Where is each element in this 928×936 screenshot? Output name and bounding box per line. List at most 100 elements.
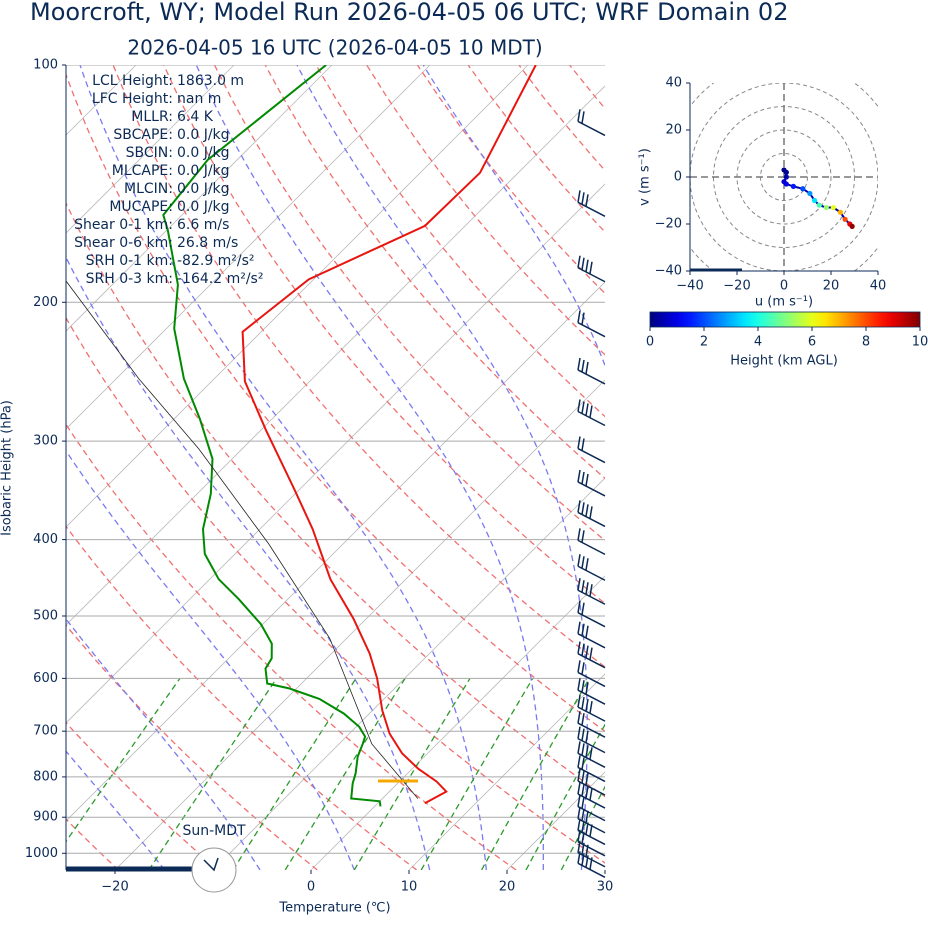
wind-barb bbox=[577, 711, 581, 724]
moist-adiabat bbox=[66, 750, 166, 870]
wind-barb bbox=[589, 584, 593, 597]
wind-barb bbox=[581, 312, 585, 325]
wind-barb bbox=[581, 623, 585, 636]
wind-barb bbox=[581, 820, 585, 833]
x-axis-label: u (m s⁻¹) bbox=[755, 295, 813, 310]
isotherm bbox=[66, 65, 529, 528]
wind-barb bbox=[581, 257, 585, 270]
hodograph-point bbox=[823, 204, 829, 211]
y-tick-label: 200 bbox=[33, 295, 58, 310]
dry-adiabat bbox=[112, 65, 605, 668]
wind-barb bbox=[581, 713, 585, 726]
wind-barb bbox=[577, 737, 606, 754]
wind-barb bbox=[589, 405, 593, 418]
stat-label: MLCIN: bbox=[124, 181, 173, 197]
clock-label: Sun-MDT bbox=[182, 823, 246, 839]
mixing-ratio-line bbox=[525, 723, 605, 870]
wind-barb bbox=[585, 582, 589, 595]
wind-barb bbox=[577, 357, 581, 371]
moist-adiabat bbox=[66, 255, 431, 870]
colorbar bbox=[649, 311, 921, 328]
wind-barb bbox=[589, 647, 593, 660]
x-tick-label: 0 bbox=[307, 880, 315, 895]
profile-line bbox=[162, 65, 382, 807]
wind-barb bbox=[577, 565, 606, 581]
wind-barb bbox=[577, 818, 581, 831]
moist-adiabat bbox=[79, 65, 487, 870]
wind-barb bbox=[585, 855, 589, 868]
wind-barb bbox=[581, 662, 585, 675]
moist-adiabat bbox=[296, 65, 588, 870]
wind-barb bbox=[585, 645, 589, 658]
hodograph-point bbox=[800, 186, 806, 192]
wind-barb bbox=[577, 768, 581, 782]
wind-barb bbox=[581, 696, 585, 710]
y-tick-label: 900 bbox=[33, 810, 58, 825]
wind-barb bbox=[577, 447, 606, 464]
moist-adiabat bbox=[66, 449, 355, 870]
wind-barb bbox=[577, 722, 606, 738]
y-tick-label: 1000 bbox=[25, 846, 58, 861]
wind-barb bbox=[581, 111, 585, 124]
stat-value: 6.4 K bbox=[177, 109, 214, 125]
wind-barb bbox=[581, 757, 585, 770]
stat-label: Shear 0-1 km: bbox=[74, 217, 173, 233]
isotherm bbox=[212, 477, 605, 870]
colorbar-tick-label: 4 bbox=[754, 335, 762, 350]
y-tick-label: −40 bbox=[655, 264, 682, 279]
x-tick-label: −20 bbox=[101, 880, 128, 895]
wind-barb bbox=[589, 857, 593, 870]
y-tick-label: 400 bbox=[33, 532, 58, 547]
wind-barb bbox=[581, 643, 585, 656]
mixing-ratio-line bbox=[66, 678, 181, 843]
wind-barb bbox=[589, 787, 593, 801]
wind-barb bbox=[581, 530, 585, 543]
wind-barb bbox=[581, 853, 585, 866]
hodograph-point bbox=[783, 169, 789, 175]
wind-barb bbox=[581, 783, 585, 797]
isotherm bbox=[66, 85, 605, 626]
wind-barb bbox=[581, 743, 585, 756]
isotherm bbox=[114, 379, 605, 870]
mixing-ratio-line bbox=[232, 678, 357, 870]
stat-label: MUCAPE: bbox=[109, 199, 173, 215]
wind-barb bbox=[581, 728, 585, 741]
wind-barb bbox=[589, 506, 593, 519]
wind-barb bbox=[577, 399, 581, 412]
mixing-ratio-line bbox=[560, 785, 605, 870]
wind-barb bbox=[577, 633, 606, 649]
wind-barb bbox=[585, 403, 589, 416]
wind-barb bbox=[577, 369, 606, 385]
hodograph-point bbox=[816, 202, 822, 208]
wind-barb bbox=[577, 511, 606, 528]
wind-barb bbox=[581, 471, 585, 485]
dry-adiabat bbox=[66, 201, 605, 798]
wind-barb bbox=[589, 261, 593, 274]
wind-barb bbox=[585, 772, 589, 786]
x-tick-label: 0 bbox=[780, 279, 788, 294]
wind-barb bbox=[577, 829, 606, 846]
dry-adiabat bbox=[163, 65, 605, 605]
x-tick-label: 20 bbox=[499, 880, 516, 895]
wind-barb bbox=[585, 361, 589, 375]
dry-adiabat bbox=[66, 72, 605, 733]
x-tick-label: 30 bbox=[597, 880, 614, 895]
wind-barb bbox=[577, 841, 606, 857]
stat-value: 0.0 J/kg bbox=[177, 163, 230, 179]
hodograph-point bbox=[830, 204, 836, 211]
wind-barb bbox=[577, 201, 606, 218]
colorbar-tick-label: 2 bbox=[700, 335, 708, 350]
wind-barb bbox=[577, 862, 606, 879]
wind-barb bbox=[577, 641, 581, 654]
wind-barb bbox=[581, 680, 585, 693]
wind-barb bbox=[585, 558, 589, 571]
wind-barb bbox=[585, 625, 589, 638]
stat-label: SBCIN: bbox=[126, 145, 173, 161]
wind-barb bbox=[577, 689, 606, 705]
wind-barb bbox=[577, 794, 581, 807]
x-axis-label: Temperature (℃) bbox=[278, 901, 390, 916]
y-axis-label: v (m s⁻¹) bbox=[638, 148, 653, 206]
wind-barb bbox=[577, 500, 581, 513]
colorbar-tick-label: 10 bbox=[912, 335, 928, 350]
